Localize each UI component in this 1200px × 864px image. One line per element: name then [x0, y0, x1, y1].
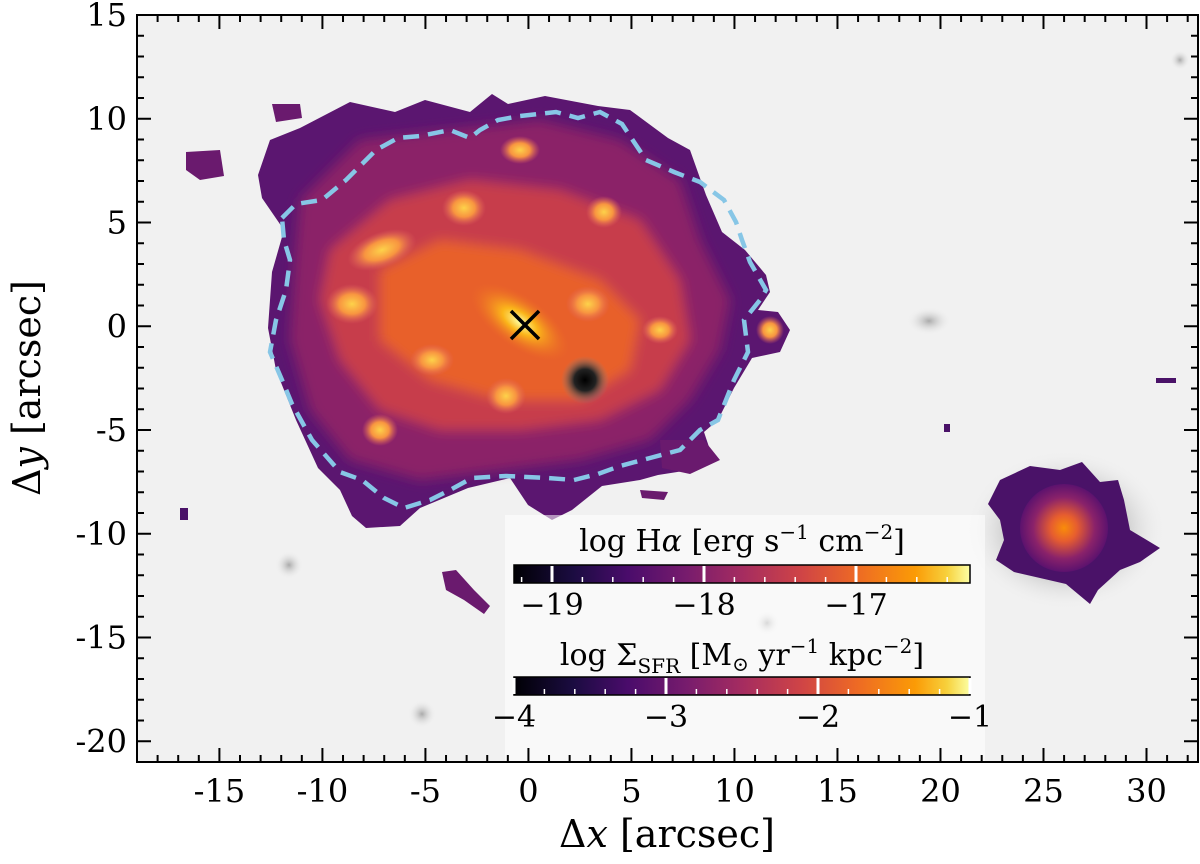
colorbar-tick-label: −4: [492, 700, 536, 735]
colorbar-sfr-ticks: −4 −3 −2 −1: [492, 678, 992, 735]
hii-region: [500, 136, 540, 164]
hii-region: [756, 316, 784, 344]
x-tick-label: -10: [297, 772, 349, 810]
colorbar-tick-label: −17: [824, 588, 887, 623]
x-tick-label: -15: [194, 772, 246, 810]
y-tick-label: 0: [107, 307, 127, 345]
hii-region: [566, 286, 610, 322]
x-tick-label: 10: [714, 772, 755, 810]
colorbar-tick-label: −19: [520, 588, 583, 623]
x-axis-label: Δx [arcsec]: [559, 812, 775, 856]
colorbar-tick-label: −3: [644, 700, 688, 735]
field-star: [275, 551, 303, 579]
emission-fragment: [186, 150, 224, 180]
colorbar-halpha-ticks: −19 −18 −17: [520, 566, 948, 623]
y-tick-label: -5: [96, 411, 127, 449]
y-tick-label: 10: [86, 100, 127, 138]
field-star: [907, 307, 951, 335]
x-tick-label: 30: [1126, 772, 1167, 810]
y-tick-label: 5: [107, 204, 127, 242]
emission-fragment: [272, 104, 302, 122]
emission-fragment: [660, 440, 720, 474]
hii-region: [642, 316, 678, 344]
colorbar-halpha: log Hα [erg s−1 cm−2] −19 −18 −17: [513, 520, 971, 623]
y-tick-label: 15: [86, 0, 127, 34]
colorbar-tick-label: −1: [948, 700, 992, 735]
x-tick-label: -5: [410, 772, 441, 810]
foreground-star: [561, 356, 609, 404]
image-panel: [137, 15, 1198, 762]
hii-region: [362, 414, 398, 446]
companion-core: [1020, 484, 1108, 572]
hii-region: [442, 190, 486, 226]
y-tick-label: -15: [75, 619, 127, 657]
stellar-contour: [267, 109, 769, 511]
hii-region: [486, 378, 526, 414]
emission-fragment: [180, 508, 188, 520]
y-tick-label: -10: [75, 515, 127, 553]
hii-region: [410, 344, 454, 376]
emission-fragment: [442, 570, 490, 614]
y-tick-label: -20: [75, 722, 127, 760]
colorbar-backdrop: [505, 515, 985, 762]
colorbar-tick-label: −18: [672, 588, 735, 623]
emission-fragment: [944, 424, 950, 432]
field-star: [1170, 50, 1190, 70]
x-tick-label: 0: [518, 772, 538, 810]
emission-fragment: [640, 490, 668, 500]
colorbar-tick-label: −2: [796, 700, 840, 735]
axis-ticks: -15 -10 -5 0 5 10 15 20 25 30 15 10 5 0 -5 -10 -15 -20: [75, 0, 1198, 810]
hii-region: [347, 229, 417, 271]
colorbar-sfr-bar: [513, 676, 971, 696]
x-tick-label: 5: [621, 772, 641, 810]
colorbar-sfr-label: log ΣSFR [M⊙ yr−1 kpc−2]: [560, 634, 924, 678]
x-tick-label: 20: [920, 772, 961, 810]
hii-region: [586, 196, 622, 228]
field-star: [408, 700, 436, 728]
center-marker: [509, 309, 541, 341]
x-tick-label: 15: [817, 772, 858, 810]
colorbar-halpha-label: log Hα [erg s−1 cm−2]: [579, 520, 905, 559]
emission-fragment: [1156, 378, 1176, 383]
companion-galaxy-emission: [944, 378, 1176, 604]
x-tick-label: 25: [1023, 772, 1064, 810]
y-axis-label: Δy [arcsec]: [5, 280, 49, 496]
colorbar-sfr: log ΣSFR [M⊙ yr−1 kpc−2] −4 −3 −2 −1: [492, 634, 992, 735]
hii-region: [326, 284, 378, 324]
